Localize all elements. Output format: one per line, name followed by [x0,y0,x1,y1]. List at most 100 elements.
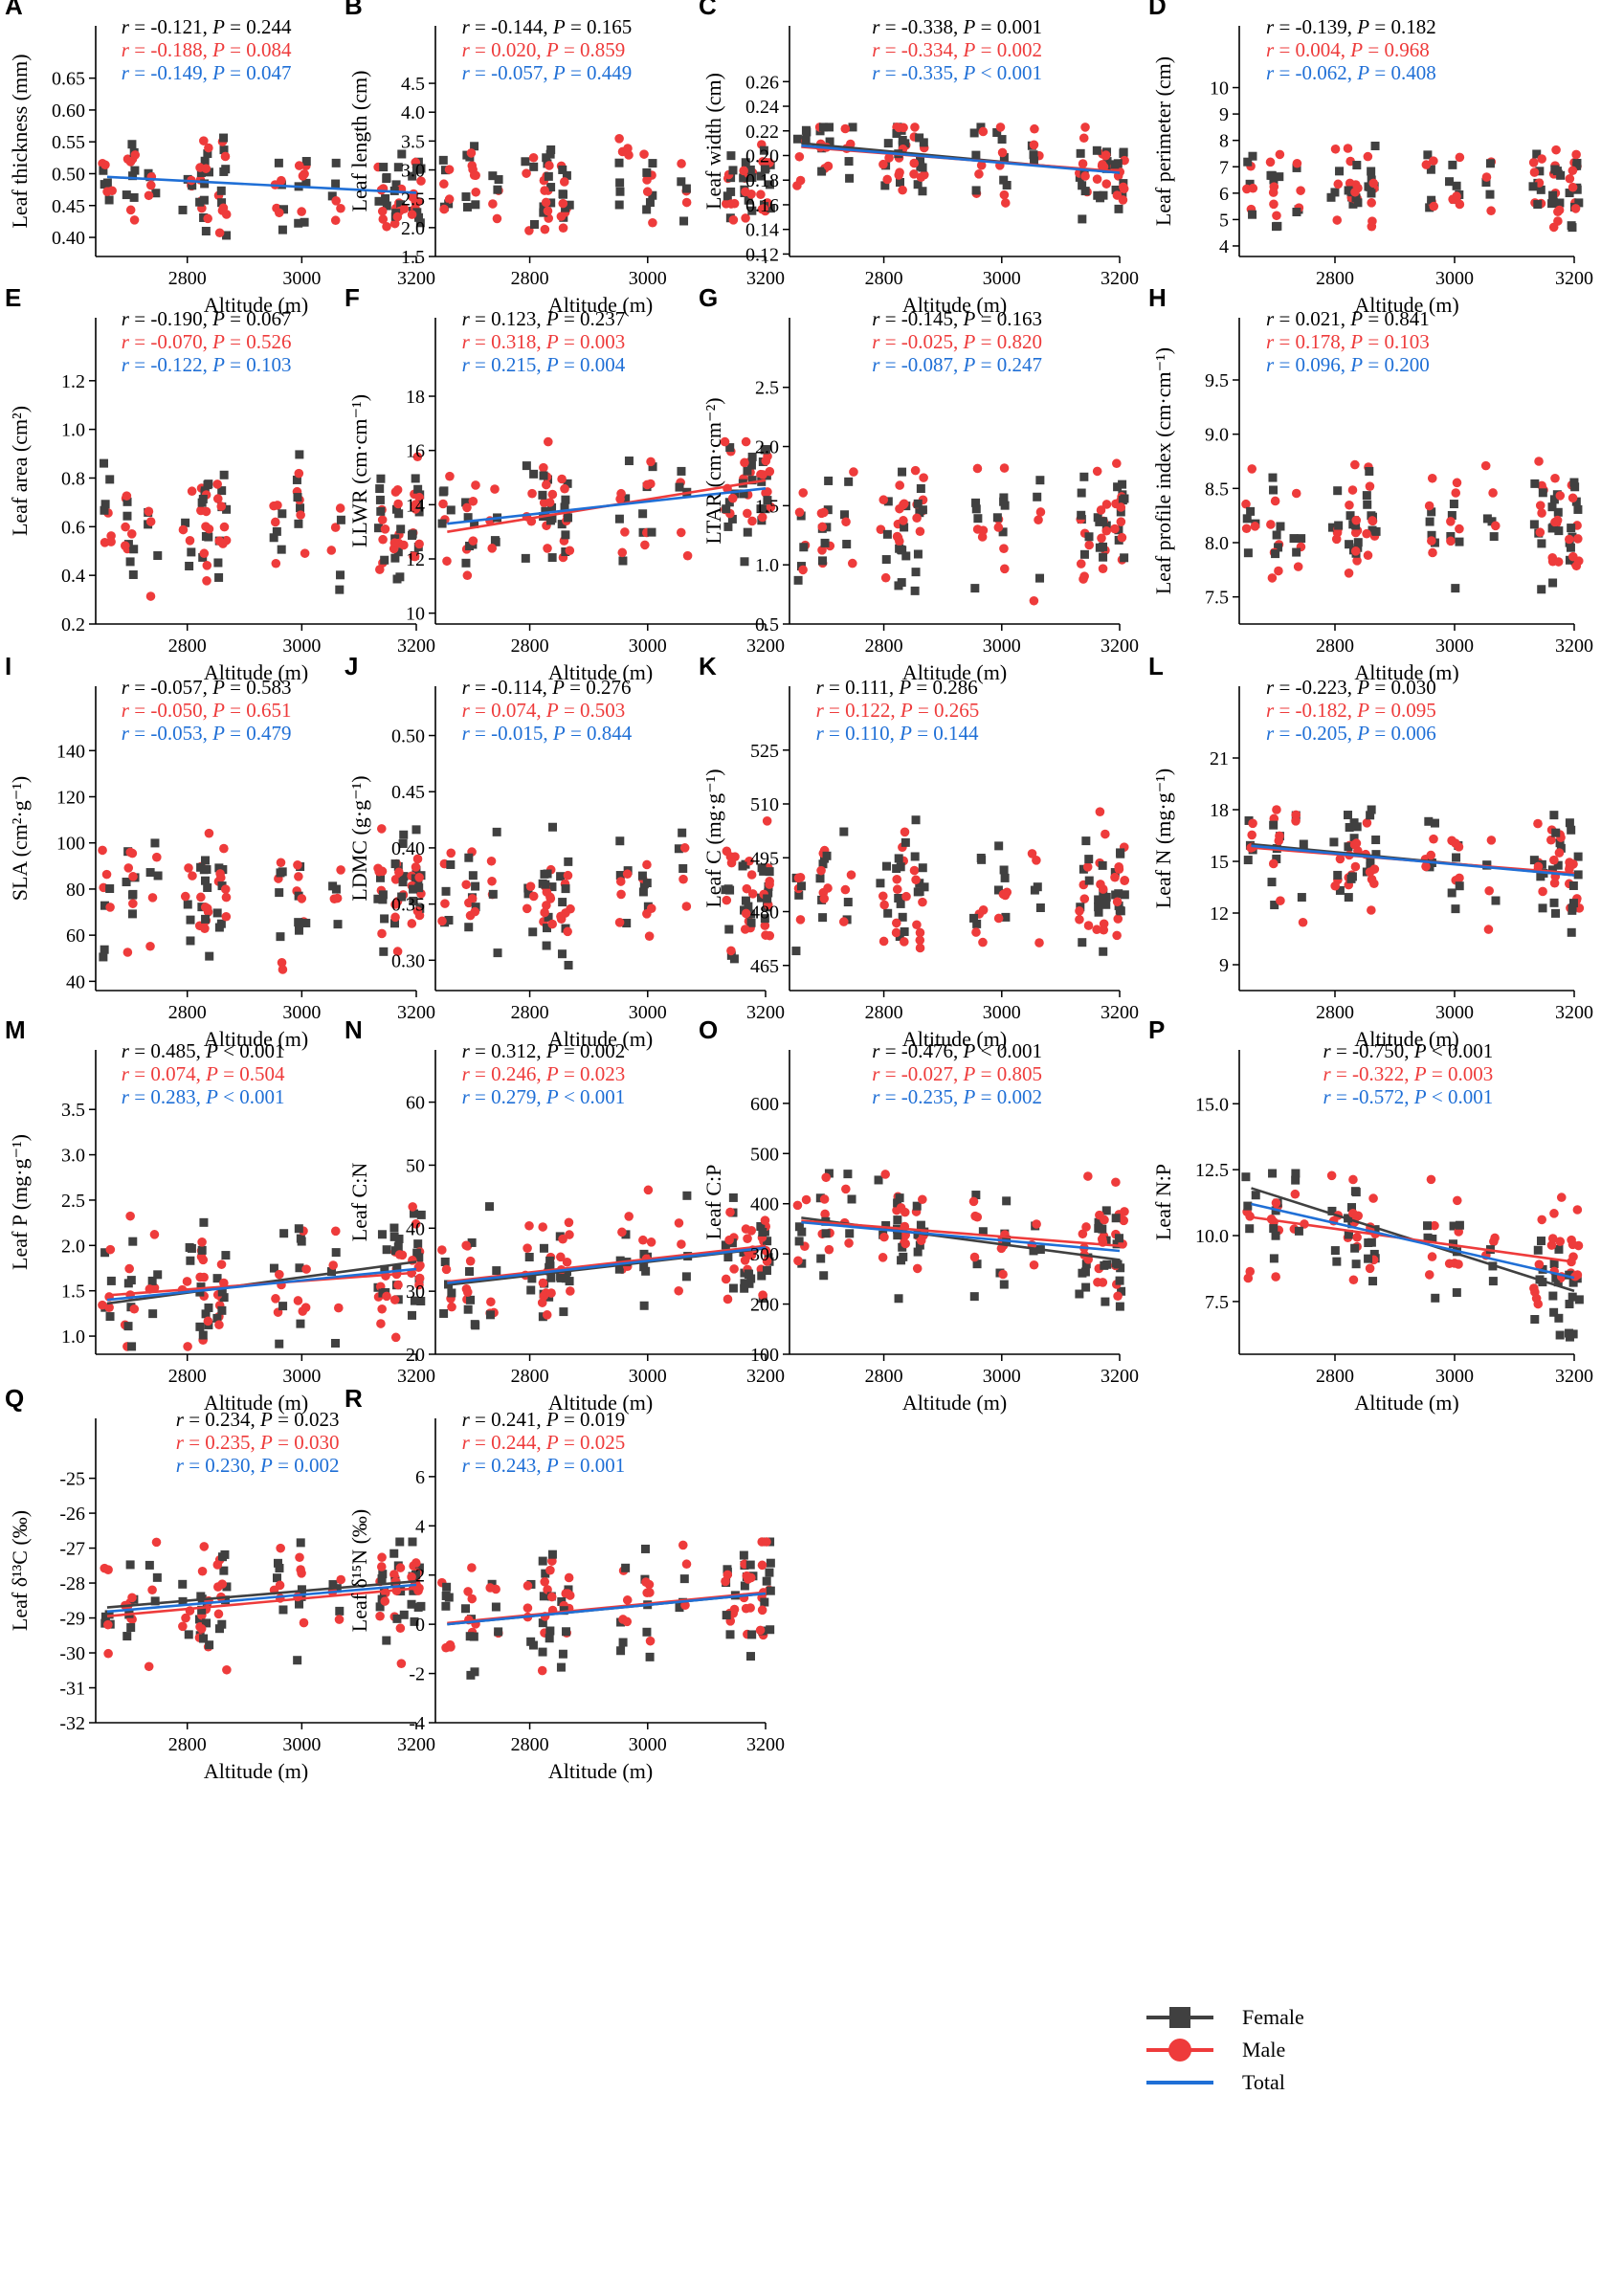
regression-line-female [106,1579,417,1609]
female-point [128,171,138,181]
male-point [144,506,154,517]
male-point [819,894,830,903]
female-point [765,867,774,877]
female-point [1243,157,1253,167]
female-point [918,163,927,172]
male-point [915,935,925,946]
y-axis-label: Leaf thickness (mm) [8,54,32,228]
female-point [105,475,115,484]
male-point [840,884,851,895]
female-point [918,863,927,873]
male-point [1034,938,1044,947]
male-point [741,436,751,447]
male-point [616,488,626,499]
female-point [467,1237,477,1247]
male-point [1362,528,1371,539]
y-tick-label: 0.8 [61,468,85,489]
female-point [1536,185,1545,194]
y-axis-label: Leaf δ¹⁵N (‰) [347,1509,371,1632]
male-point [203,1316,213,1326]
female-point [819,1271,829,1281]
male-point [681,197,692,208]
x-tick-label: 2800 [511,635,549,657]
y-axis-label: Leaf C:N [347,1163,371,1242]
male-point [1099,925,1109,935]
stat-male: r = -0.027, P = 0.805 [872,1062,1042,1085]
y-tick-label: 525 [750,741,779,762]
stat-female: r = 0.234, P = 0.023 [176,1408,340,1431]
male-point [1363,151,1373,162]
x-axis-label: Altitude (m) [548,293,653,317]
stat-male: r = 0.122, P = 0.265 [816,699,980,722]
male-point [1490,521,1501,531]
male-point [377,515,388,524]
stat-male: r = -0.050, P = 0.651 [122,699,292,722]
male-point [220,884,231,894]
female-point [415,218,425,228]
female-point [1572,161,1582,170]
male-point [1568,551,1578,562]
y-tick-label: 0.65 [52,69,85,90]
y-tick-label: 0.4 [61,566,85,587]
female-point [461,558,471,568]
male-point [215,869,225,879]
y-axis-label: Leaf profile index (cm·cm⁻¹) [1151,347,1175,594]
female-point [726,950,736,960]
male-point [274,208,284,218]
male-point [468,536,478,546]
male-point [538,1278,548,1288]
male-point [895,480,904,490]
male-point [522,903,532,914]
female-point [204,167,213,177]
male-point [276,858,286,868]
male-point [537,1298,547,1307]
female-point [408,171,417,181]
y-tick-label: 0.45 [52,196,85,217]
female-point [1334,521,1344,530]
female-point [219,145,229,155]
scatter-points-K [791,807,1130,956]
male-point [378,214,389,224]
female-point [293,1656,302,1665]
female-point [1549,1307,1559,1317]
male-point [407,919,417,928]
y-tick-label: 2.0 [755,437,779,458]
x-tick-label: 3200 [746,268,785,289]
male-point [202,903,212,913]
female-point [153,1270,163,1280]
male-point [995,123,1006,132]
y-tick-label: 16 [406,441,425,462]
male-point [543,206,553,216]
female-point [493,948,502,958]
male-point [617,1227,627,1237]
male-point [972,524,983,534]
y-tick-label: 30 [406,1282,425,1303]
male-point [270,517,280,527]
female-point [1096,193,1105,203]
female-point [844,157,854,167]
x-tick-label: 3200 [746,1366,785,1387]
male-point [1427,473,1437,483]
female-point [471,200,480,210]
female-point [1362,491,1371,501]
female-point [723,1565,732,1574]
male-point [221,892,232,903]
male-point [900,827,910,837]
y-tick-label: 14 [406,495,425,516]
female-point [1076,148,1085,158]
male-point [203,213,212,224]
female-point [679,216,689,226]
x-tick-label: 3000 [629,1366,667,1387]
female-point [375,1602,385,1612]
female-point [641,1266,651,1276]
male-point [296,510,305,520]
male-point [408,191,417,202]
male-point [412,906,423,916]
female-point [1547,502,1557,512]
female-point [639,1262,649,1272]
female-point [524,1253,534,1262]
y-tick-label: 0.6 [61,517,85,538]
female-point [994,841,1004,851]
female-point [200,876,210,885]
